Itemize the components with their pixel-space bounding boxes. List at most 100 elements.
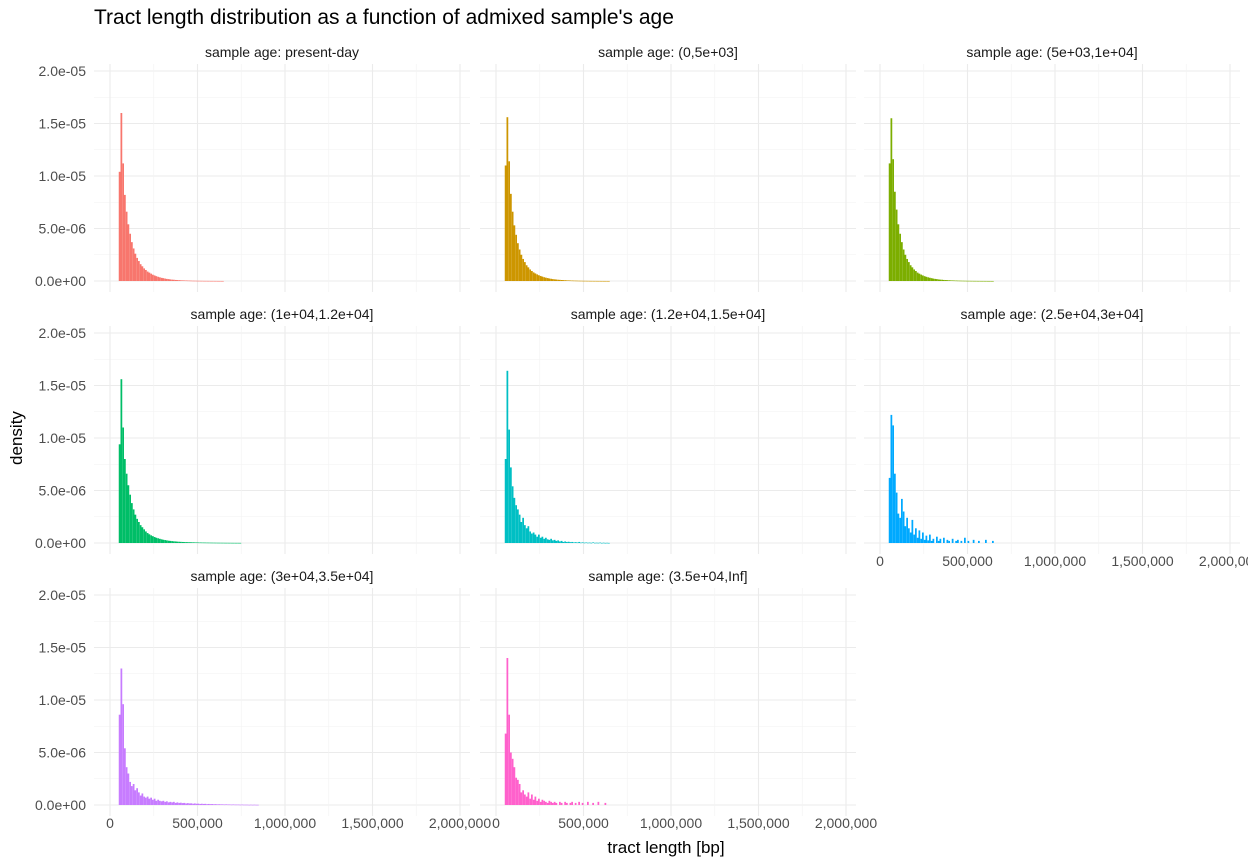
- histogram-bar: [562, 541, 565, 543]
- histogram-bar: [167, 802, 170, 805]
- histogram-bar: [215, 280, 217, 282]
- histogram-bar: [227, 542, 229, 544]
- histogram-bar: [125, 473, 128, 543]
- histogram-bar: [185, 803, 187, 805]
- histogram-bar: [181, 541, 184, 543]
- histogram-bar: [153, 275, 156, 281]
- histogram-bar: [978, 540, 980, 543]
- histogram-bar: [160, 539, 163, 543]
- histogram-bar: [574, 802, 577, 805]
- histogram-bar: [162, 539, 165, 543]
- histogram-bar: [187, 542, 189, 543]
- x-tick-label: 2,000,000: [429, 815, 491, 831]
- x-tick-label: 0: [876, 553, 884, 569]
- histogram-bar: [543, 538, 545, 543]
- histogram-bar: [536, 800, 538, 805]
- histogram-bar: [564, 801, 566, 805]
- histogram-bar: [552, 540, 554, 543]
- histogram-bar: [157, 276, 159, 281]
- histogram-bar: [190, 280, 193, 282]
- histogram-bar: [180, 280, 182, 281]
- histogram-bar: [592, 280, 594, 282]
- histogram-bar: [132, 784, 135, 805]
- histogram-bar: [969, 280, 971, 282]
- facet-strip-label: sample age: (2.5e+04,3e+04]: [961, 306, 1144, 322]
- histogram-bar: [166, 278, 168, 281]
- histogram-bar: [194, 280, 196, 282]
- facet-strip-label: sample age: (5e+03,1e+04]: [966, 44, 1137, 60]
- x-tick-label: 1,500,000: [727, 815, 789, 831]
- histogram-bar: [574, 542, 577, 543]
- histogram-bar: [901, 498, 903, 543]
- histogram-bar: [979, 280, 982, 282]
- histogram-bar: [174, 541, 177, 543]
- histogram-bar: [904, 526, 907, 543]
- histogram-bar: [511, 758, 514, 805]
- histogram-bar: [176, 802, 179, 805]
- histogram-bar: [225, 542, 228, 544]
- histogram-bar: [510, 467, 512, 543]
- histogram-bar: [580, 542, 582, 544]
- histogram-bar: [216, 280, 219, 282]
- histogram-bar: [553, 539, 556, 543]
- histogram-bar: [183, 802, 186, 805]
- histogram-bar: [206, 804, 208, 805]
- histogram-bar: [590, 280, 593, 282]
- histogram-bar: [122, 163, 124, 281]
- histogram-bar: [141, 793, 144, 805]
- histogram-bar: [555, 279, 558, 281]
- histogram-bar: [208, 803, 210, 805]
- histogram-bar: [209, 542, 212, 544]
- histogram-bar: [211, 280, 214, 282]
- histogram-bar: [571, 801, 573, 805]
- histogram-bar: [541, 536, 544, 543]
- histogram-bar: [145, 797, 147, 805]
- histogram-bar: [909, 532, 912, 543]
- histogram-bar: [145, 269, 147, 281]
- x-tick-label: 1,500,000: [341, 815, 403, 831]
- histogram-bar: [134, 253, 137, 281]
- histogram-bar: [545, 277, 547, 281]
- histogram-bar: [918, 530, 921, 543]
- histogram-bar: [159, 277, 161, 281]
- histogram-bar: [522, 258, 524, 281]
- histogram-bar: [143, 268, 145, 281]
- histogram-bar: [895, 209, 898, 281]
- histogram-bar: [902, 249, 905, 281]
- histogram-bar: [560, 280, 563, 281]
- histogram-bar: [146, 271, 149, 281]
- histogram-bar: [176, 280, 179, 281]
- histogram-bar: [202, 803, 205, 805]
- histogram-bar: [534, 534, 537, 543]
- histogram-bar: [937, 279, 940, 281]
- histogram-bar: [167, 279, 170, 281]
- histogram-bar: [506, 658, 509, 805]
- histogram-bar: [965, 280, 968, 282]
- histogram-bar: [538, 275, 540, 281]
- histogram-bar: [897, 513, 900, 543]
- histogram-bar: [913, 534, 915, 543]
- histogram-bar: [967, 540, 970, 543]
- histogram-bar: [220, 542, 222, 544]
- histogram-bar: [132, 248, 135, 281]
- histogram-bar: [608, 280, 610, 282]
- histogram-bar: [188, 542, 191, 543]
- histogram-bar: [971, 280, 973, 282]
- histogram-bar: [599, 542, 601, 544]
- histogram-bar: [534, 796, 537, 805]
- histogram-bar: [508, 161, 510, 281]
- histogram-bar: [557, 540, 559, 543]
- histogram-bar: [559, 801, 561, 805]
- x-tick-label: 1,500,000: [1111, 553, 1173, 569]
- histogram-bar: [136, 257, 138, 281]
- histogram-bar: [541, 276, 544, 281]
- histogram-bar: [232, 542, 235, 544]
- histogram-bar: [138, 792, 140, 805]
- histogram-bar: [171, 802, 173, 805]
- histogram-bar: [201, 542, 203, 544]
- histogram-bar: [948, 280, 950, 281]
- histogram-bar: [974, 280, 977, 282]
- histogram-bar: [197, 803, 200, 805]
- histogram-bar: [190, 542, 193, 543]
- histogram-bar: [546, 278, 549, 281]
